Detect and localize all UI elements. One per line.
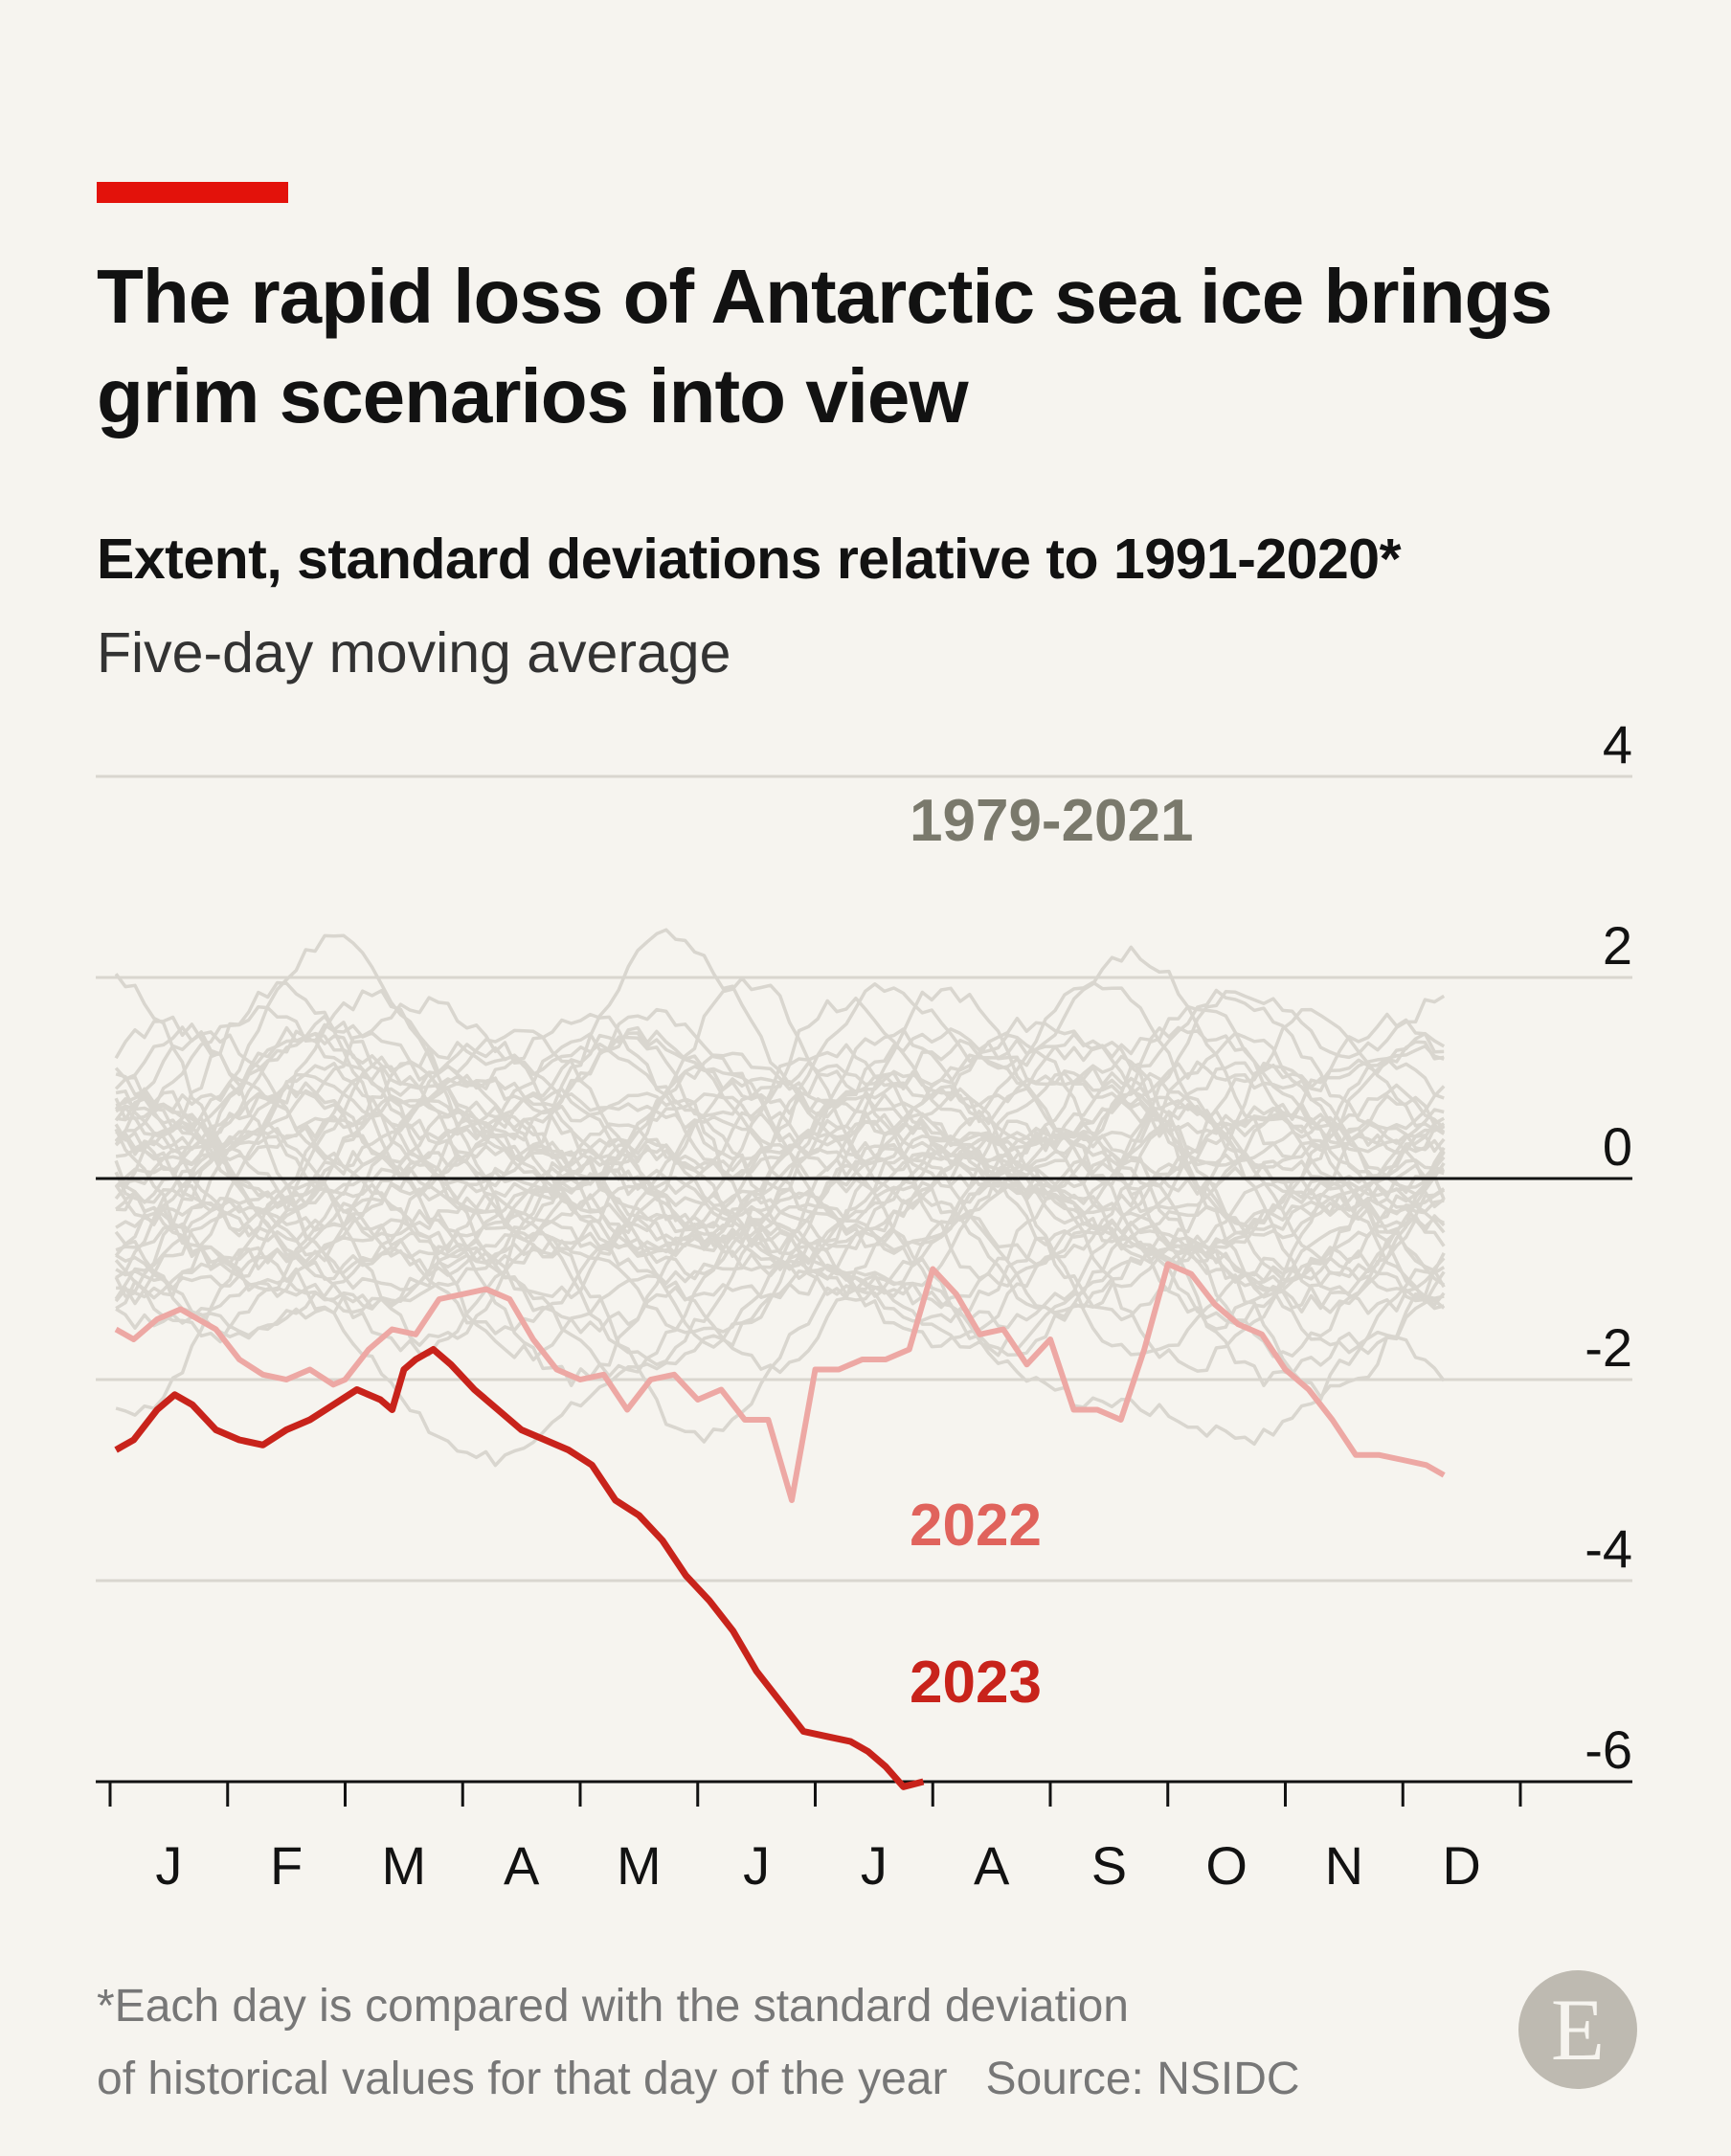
historical-year-line <box>115 996 1445 1202</box>
historical-year-line <box>115 1230 1446 1468</box>
historical-year-line <box>114 1126 1445 1367</box>
x-tick-label: A <box>504 1835 540 1896</box>
y-tick-label: -6 <box>1585 1719 1632 1780</box>
historical-year-line <box>114 1131 1446 1356</box>
historical-year-line <box>115 1146 1446 1379</box>
chart-subtitle: Extent, standard deviations relative to … <box>97 528 1402 591</box>
historical-year-line <box>114 1165 1446 1358</box>
x-tick-label: N <box>1325 1835 1363 1896</box>
x-tick-label: M <box>382 1835 427 1896</box>
label-2023: 2023 <box>910 1650 1042 1716</box>
footnote-line-2: of historical values for that day of the… <box>97 2054 948 2104</box>
y-tick-label: -2 <box>1585 1317 1632 1378</box>
historical-year-line <box>114 1083 1446 1358</box>
label-2022: 2022 <box>910 1493 1042 1559</box>
x-tick-label: J <box>155 1835 182 1896</box>
economist-logo: E <box>1518 1970 1637 2089</box>
x-tick-label: J <box>743 1835 770 1896</box>
source-label: Source: NSIDC <box>985 2054 1300 2104</box>
historical-year-line <box>115 1100 1446 1311</box>
x-tick-label: O <box>1205 1835 1248 1896</box>
chart-subtitle-secondary: Five-day moving average <box>97 621 731 685</box>
historical-lines <box>114 928 1446 1468</box>
x-tick-label: F <box>270 1835 303 1896</box>
historical-year-line <box>114 1031 1445 1302</box>
series-2022-line <box>114 1261 1446 1503</box>
label-historical: 1979-2021 <box>910 788 1194 854</box>
footnote-line-1: *Each day is compared with the standard … <box>97 1981 1129 2032</box>
footnote: *Each day is compared with the standard … <box>97 1970 1300 2116</box>
historical-year-line <box>114 1015 1446 1199</box>
x-tick-label: M <box>617 1835 662 1896</box>
historical-year-line <box>114 1004 1446 1275</box>
sea-ice-chart: 4 2 0 -2 -4 -6 J F M A M J J A S O N D 1979-2021 2022 2023 <box>96 714 1632 1896</box>
historical-year-line <box>114 1092 1445 1215</box>
historical-year-line <box>114 1043 1445 1300</box>
y-tick-label: 2 <box>1603 915 1632 976</box>
historical-year-line <box>115 1022 1446 1207</box>
chart-title: The rapid loss of Antarctic sea ice brin… <box>97 254 1553 438</box>
x-tick-label: D <box>1442 1835 1480 1896</box>
historical-year-line <box>114 1087 1446 1322</box>
historical-year-line <box>115 1014 1445 1283</box>
y-tick-label: 4 <box>1603 714 1632 775</box>
x-tick-label: S <box>1091 1835 1127 1896</box>
y-tick-label: -4 <box>1585 1518 1632 1579</box>
x-tick-label: J <box>861 1835 888 1896</box>
y-tick-label: 0 <box>1603 1116 1632 1177</box>
historical-year-line <box>114 977 1446 1274</box>
series-2023-line <box>114 1346 925 1790</box>
x-tick-label: A <box>974 1835 1010 1896</box>
historical-year-line <box>115 933 1446 1179</box>
accent-bar <box>97 182 288 203</box>
